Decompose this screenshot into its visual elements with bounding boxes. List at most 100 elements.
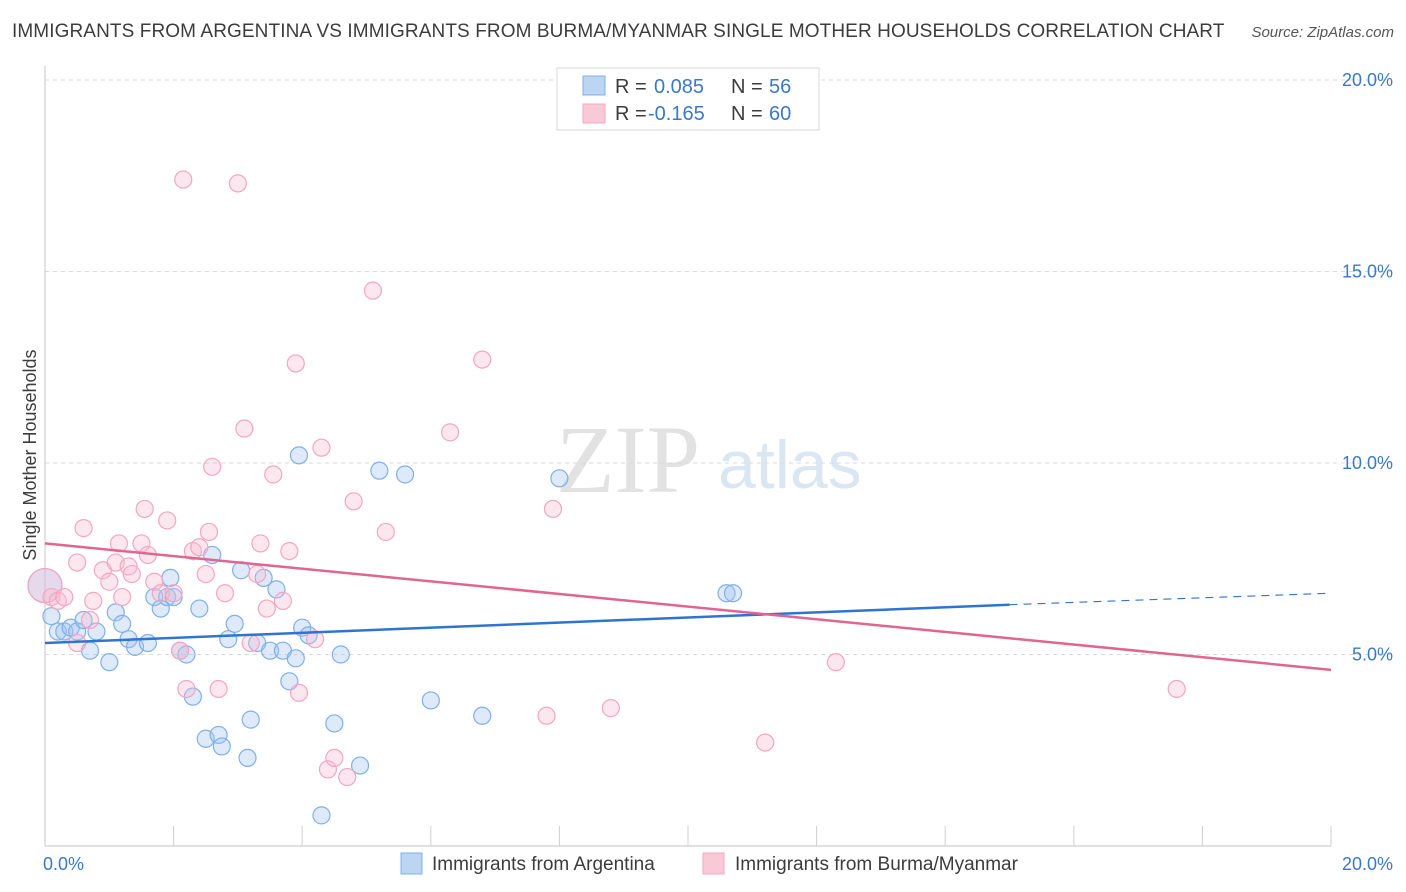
burma-point <box>177 679 196 699</box>
bottom-swatch-argentina <box>400 852 423 875</box>
argentina-point <box>212 737 231 756</box>
burma-point <box>55 587 74 607</box>
burma-point <box>756 733 775 752</box>
burma-point <box>264 465 283 484</box>
argentina-point <box>421 691 440 710</box>
argentina-trend-extension <box>1009 592 1332 606</box>
burma-point <box>190 538 209 557</box>
burma-point <box>537 706 556 725</box>
burma-point <box>68 553 87 572</box>
burma-point <box>440 423 460 442</box>
burma-points <box>27 170 1186 787</box>
argentina-point <box>550 469 569 488</box>
argentina-point <box>161 568 180 588</box>
x-tick-label: 20.0% <box>1342 854 1393 874</box>
series-legend: Immigrants from Argentina Immigrants fro… <box>400 852 1019 875</box>
burma-point <box>257 599 276 618</box>
argentina-point <box>241 710 260 729</box>
burma-point <box>325 748 344 768</box>
axes <box>44 66 1332 847</box>
argentina-points <box>27 446 743 825</box>
burma-point <box>203 457 222 476</box>
argentina-point <box>190 599 209 618</box>
argentina-point <box>219 630 238 649</box>
argentina-point <box>113 614 132 633</box>
burma-point <box>601 699 620 718</box>
burma-point <box>241 633 260 653</box>
burma-point <box>145 572 164 591</box>
legend-n-value: 60 <box>769 103 791 125</box>
burma-point <box>228 174 247 193</box>
y-axis-label: Single Mother Households <box>20 349 40 560</box>
x-tick-label: 0.0% <box>43 854 84 874</box>
burma-point <box>376 522 395 542</box>
argentina-point <box>350 756 370 775</box>
argentina-point <box>100 653 119 672</box>
y-tick-label: 20.0% <box>1342 70 1393 90</box>
tick-labels: 5.0% 10.0% 15.0% 20.0% 0.0% 20.0% <box>43 70 1393 874</box>
burma-point <box>235 419 254 438</box>
y-tick-label: 15.0% <box>1342 262 1393 282</box>
argentina-point <box>395 465 415 484</box>
legend-n-value: 56 <box>769 76 791 98</box>
y-tick-label: 10.0% <box>1342 453 1393 473</box>
argentina-point <box>42 607 61 626</box>
source-note: Source: ZipAtlas.com <box>1251 24 1394 41</box>
argentina-point <box>106 603 125 622</box>
burma-point <box>251 534 270 553</box>
burma-point <box>151 584 170 603</box>
burma-point <box>273 591 293 610</box>
burma-point <box>543 499 563 519</box>
burma-point <box>215 584 235 603</box>
bottom-legend-burma: Immigrants from Burma/Myanmar <box>735 854 1019 875</box>
argentina-point <box>209 725 228 745</box>
burma-point <box>289 683 309 702</box>
burma-point <box>196 564 215 584</box>
burma-point <box>363 281 383 300</box>
argentina-point <box>260 641 280 660</box>
burma-point <box>280 541 299 561</box>
burma-point <box>84 591 103 610</box>
chart-title: IMMIGRANTS FROM ARGENTINA VS IMMIGRANTS … <box>12 21 1225 42</box>
argentina-point <box>138 633 157 653</box>
argentina-point <box>74 610 93 630</box>
legend-n-label: N = <box>731 76 763 98</box>
argentina-point <box>312 806 331 825</box>
argentina-point <box>325 714 344 733</box>
burma-point <box>312 438 331 457</box>
argentina-point <box>717 584 736 603</box>
bottom-swatch-burma <box>702 852 725 875</box>
burma-point <box>80 610 100 630</box>
burma-point <box>199 522 219 542</box>
argentina-point <box>286 649 305 668</box>
argentina-point <box>238 748 257 768</box>
burma-point <box>113 587 132 607</box>
argentina-point <box>289 446 309 465</box>
legend-swatch-burma <box>582 103 606 124</box>
legend-r-value: 0.085 <box>654 76 704 98</box>
burma-point <box>286 354 305 373</box>
bottom-legend-argentina: Immigrants from Argentina <box>432 854 655 875</box>
burma-point <box>135 499 154 519</box>
burma-point <box>248 564 267 584</box>
burma-point <box>122 564 141 584</box>
burma-point <box>826 653 845 672</box>
legend-swatch-argentina <box>582 75 606 96</box>
burma-point <box>318 760 338 779</box>
watermark-zip: ZIP <box>556 406 700 513</box>
burma-point <box>473 350 492 369</box>
legend-r-label: R = <box>615 103 647 125</box>
argentina-point <box>267 580 286 599</box>
burma-point <box>209 679 228 699</box>
burma-point <box>100 572 119 591</box>
legend-r-label: R = <box>615 76 647 98</box>
burma-point <box>170 641 190 660</box>
burma-point <box>158 511 177 530</box>
burma-point <box>338 767 357 787</box>
argentina-point <box>723 584 743 603</box>
y-tick-label: 5.0% <box>1352 645 1393 665</box>
burma-point <box>1167 679 1186 699</box>
argentina-trend-line <box>44 603 1010 645</box>
burma-trend-line <box>44 542 1332 672</box>
